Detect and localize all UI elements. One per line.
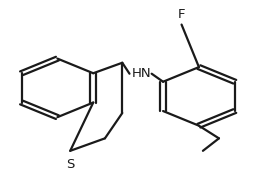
Text: S: S [66,158,74,171]
Text: HN: HN [132,67,151,80]
Text: F: F [178,8,185,21]
